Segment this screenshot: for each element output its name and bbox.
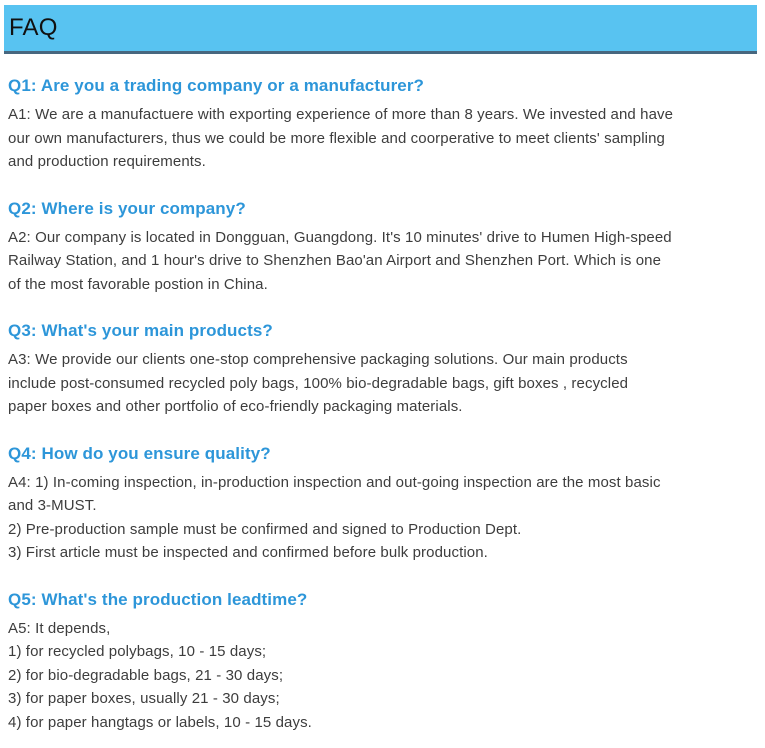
faq-answer-line: 3) First article must be inspected and c… — [8, 544, 488, 561]
faq-answer-line: A4: 1) In-coming inspection, in-producti… — [8, 473, 661, 491]
faq-answer-line: and 3-MUST. — [8, 497, 97, 514]
faq-question-q3: Q3: What's your main products? — [8, 321, 273, 340]
faq-answer-line: Railway Station, and 1 hour's drive to S… — [8, 252, 662, 269]
faq-answer-line: of the most favorable postion in China. — [8, 275, 268, 293]
faq-question-q1: Q1: Are you a trading company or a manuf… — [8, 76, 425, 95]
faq-answer-line: our own manufacturers, thus we could be … — [8, 129, 665, 147]
faq-answer-line: 4) for paper hangtags or labels, 10 - 15… — [8, 713, 312, 731]
faq-question-q5: Q5: What's the production leadtime? — [8, 589, 308, 609]
faq-answer-line: A1: We are a manufactuere with exporting… — [8, 106, 674, 123]
faq-question-q4: Q4: How do you ensure quality? — [8, 443, 271, 463]
faq-answer-line: 1) for recycled polybags, 10 - 15 days; — [8, 643, 267, 660]
faq-question-q2: Q2: Where is your company? — [8, 198, 246, 218]
faq-section-q1: Q1: Are you a trading company or a manuf… — [8, 76, 755, 174]
faq-answer-q2: A2: Our company is located in Dongguan, … — [8, 226, 755, 297]
faq-section-q4: Q4: How do you ensure quality? A4: 1) In… — [8, 444, 755, 565]
faq-answer-q5: A5: It depends, 1) for recycled polybags… — [8, 617, 755, 735]
faq-answer-line: 2) for bio-degradable bags, 21 - 30 days… — [8, 666, 284, 684]
page-title: FAQ — [9, 14, 58, 41]
faq-answer-line: include post-consumed recycled poly bags… — [8, 374, 629, 392]
faq-answer-line: A2: Our company is located in Dongguan, … — [8, 228, 672, 246]
faq-answer-line: A5: It depends, — [8, 619, 111, 637]
faq-section-q2: Q2: Where is your company? A2: Our compa… — [8, 199, 755, 297]
faq-answer-line: 2) Pre-production sample must be confirm… — [8, 520, 522, 538]
faq-section-q5: Q5: What's the production leadtime? A5: … — [8, 590, 755, 735]
faq-content: Q1: Are you a trading company or a manuf… — [0, 76, 765, 734]
faq-answer-line: and production requirements. — [8, 153, 206, 170]
faq-answer-q3: A3: We provide our clients one-stop comp… — [8, 348, 755, 419]
faq-answer-q4: A4: 1) In-coming inspection, in-producti… — [8, 471, 755, 565]
faq-answer-line: 3) for paper boxes, usually 21 - 30 days… — [8, 690, 280, 707]
faq-answer-q1: A1: We are a manufactuere with exporting… — [8, 103, 755, 174]
faq-answer-line: A3: We provide our clients one-stop comp… — [8, 351, 628, 368]
faq-answer-line: paper boxes and other portfolio of eco-f… — [8, 398, 463, 415]
faq-header-bar: FAQ — [4, 5, 757, 54]
faq-section-q3: Q3: What's your main products? A3: We pr… — [8, 321, 755, 419]
